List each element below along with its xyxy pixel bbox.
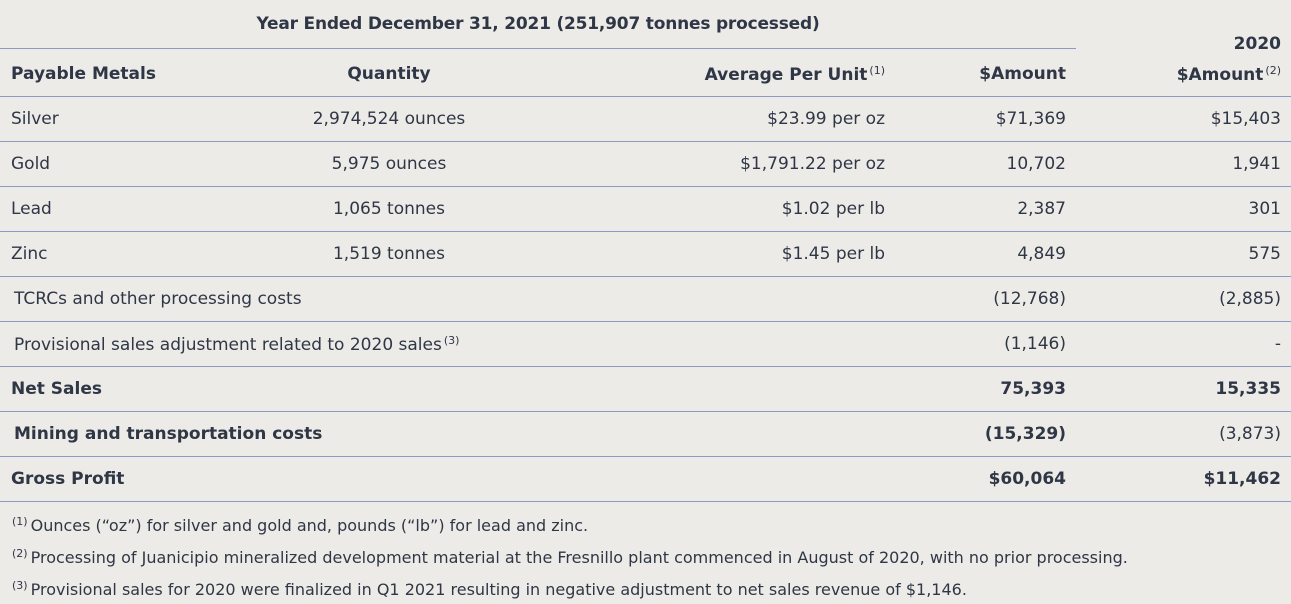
- table-row-gold: Gold 5,975 ounces $1,791.22 per oz 10,70…: [0, 141, 1291, 187]
- col-header-metals: Payable Metals: [0, 50, 240, 97]
- metal-label: Lead: [0, 186, 240, 232]
- financial-table-page: Year Ended December 31, 2021 (251,907 to…: [0, 14, 1291, 599]
- provisional-label: Provisional sales adjustment related to …: [0, 321, 895, 367]
- col-header-avg-per-unit: Average Per Unit (1): [600, 50, 895, 97]
- amount-cell: 10,702: [895, 141, 1076, 187]
- amount-cell: 4,849: [895, 231, 1076, 277]
- amount-2020-cell: (3,873): [1076, 411, 1291, 457]
- quantity-cell: 5,975 ounces: [240, 141, 600, 187]
- amount-cell: $60,064: [895, 456, 1076, 502]
- metal-label: Silver: [0, 96, 240, 142]
- period-header-rule: [0, 48, 1076, 49]
- avg-per-unit-cell: $1.02 per lb: [600, 186, 895, 232]
- amount-cell: (1,146): [895, 321, 1076, 367]
- metal-label: Zinc: [0, 231, 240, 277]
- amount-cell: $71,369: [895, 96, 1076, 142]
- quantity-cell: 1,519 tonnes: [240, 231, 600, 277]
- amount-2020-cell: $15,403: [1076, 96, 1291, 142]
- amount-2020-cell: 575: [1076, 231, 1291, 277]
- footnote-3: (3) Provisional sales for 2020 were final…: [12, 579, 967, 599]
- period-header: Year Ended December 31, 2021 (251,907 to…: [256, 14, 820, 34]
- amount-cell: (15,329): [895, 411, 1076, 457]
- avg-per-unit-cell: $1,791.22 per oz: [600, 141, 895, 187]
- col-header-amount-2020: $Amount (2): [1076, 50, 1291, 97]
- table-row-zinc: Zinc 1,519 tonnes $1.45 per lb 4,849 575: [0, 231, 1291, 277]
- amount-2020-cell: -: [1076, 321, 1291, 367]
- table-row-silver: Silver 2,974,524 ounces $23.99 per oz $7…: [0, 96, 1291, 142]
- amount-cell: 75,393: [895, 366, 1076, 412]
- amount-2020-cell: 301: [1076, 186, 1291, 232]
- amount-2020-cell: 1,941: [1076, 141, 1291, 187]
- col-header-amount: $Amount: [895, 50, 1076, 97]
- tcrc-label: TCRCs and other processing costs: [0, 276, 895, 322]
- amount-cell: 2,387: [895, 186, 1076, 232]
- net-sales-label: Net Sales: [0, 366, 895, 412]
- footnote-1: (1) Ounces (“oz”) for silver and gold and…: [12, 515, 589, 535]
- gross-profit-label: Gross Profit: [0, 456, 895, 502]
- table-row-provisional: Provisional sales adjustment related to …: [0, 321, 1291, 367]
- table-row-gross-profit: Gross Profit $60,064 $11,462: [0, 456, 1291, 502]
- prior-year-header: 2020: [1233, 34, 1281, 54]
- amount-2020-cell: $11,462: [1076, 456, 1291, 502]
- table-row-lead: Lead 1,065 tonnes $1.02 per lb 2,387 301: [0, 186, 1291, 232]
- footnote-ref-1: (1): [869, 63, 885, 77]
- metal-label: Gold: [0, 141, 240, 187]
- amount-cell: (12,768): [895, 276, 1076, 322]
- table-row-mining: Mining and transportation costs (15,329)…: [0, 411, 1291, 457]
- footnote-ref-3: (3): [443, 333, 460, 347]
- mining-label: Mining and transportation costs: [0, 411, 895, 457]
- amount-2020-cell: (2,885): [1076, 276, 1291, 322]
- quantity-cell: 2,974,524 ounces: [240, 96, 600, 142]
- avg-per-unit-cell: $1.45 per lb: [600, 231, 895, 277]
- col-header-quantity: Quantity: [240, 50, 600, 97]
- avg-per-unit-cell: $23.99 per oz: [600, 96, 895, 142]
- table-row-net-sales: Net Sales 75,393 15,335: [0, 366, 1291, 412]
- table-row-tcrc: TCRCs and other processing costs (12,768…: [0, 276, 1291, 322]
- column-header-row: Payable Metals Quantity Average Per Unit…: [0, 50, 1291, 97]
- payable-metals-table: Payable Metals Quantity Average Per Unit…: [0, 50, 1291, 502]
- footnote-ref-2: (2): [1265, 63, 1281, 77]
- quantity-cell: 1,065 tonnes: [240, 186, 600, 232]
- footnote-2: (2) Processing of Juanicipio mineralized …: [12, 547, 1128, 567]
- amount-2020-cell: 15,335: [1076, 366, 1291, 412]
